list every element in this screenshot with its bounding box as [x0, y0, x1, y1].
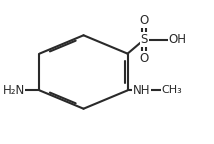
Text: H₂N: H₂N — [3, 84, 25, 97]
Text: O: O — [140, 14, 149, 27]
Text: O: O — [140, 52, 149, 65]
Text: S: S — [141, 33, 148, 46]
Text: OH: OH — [169, 33, 187, 46]
Text: NH: NH — [132, 84, 150, 97]
Text: CH₃: CH₃ — [162, 85, 183, 95]
